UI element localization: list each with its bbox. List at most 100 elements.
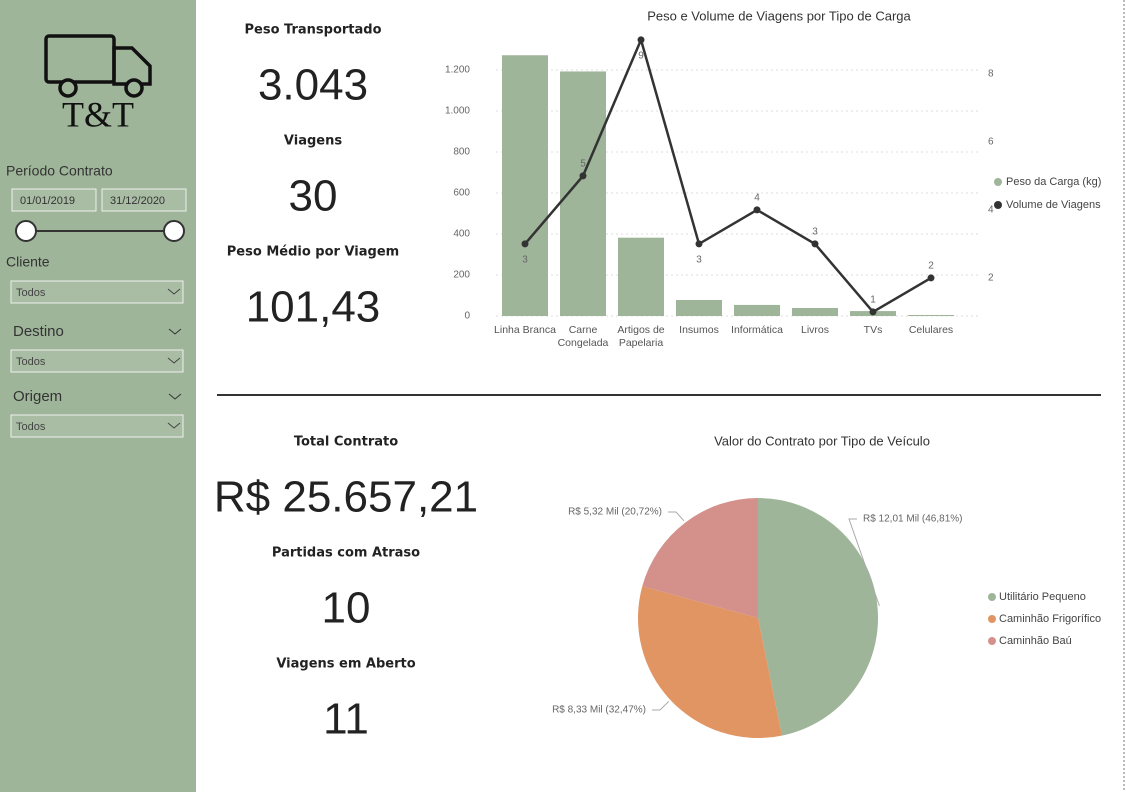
legend-marker <box>994 201 1002 209</box>
data-label: R$ 5,32 Mil (20,72%) <box>568 507 662 518</box>
x-tick-label-box: Informática <box>731 324 783 336</box>
pie-slice <box>642 498 758 618</box>
data-label: 4 <box>754 193 760 204</box>
kpi-value: 3.043 <box>258 61 368 110</box>
x-tick-label: Insumos <box>679 324 719 336</box>
x-tick-label-box: Celulares <box>909 324 953 336</box>
chart-title: Peso e Volume de Viagens por Tipo de Car… <box>647 8 911 23</box>
x-tick-label: Linha Branca <box>494 324 556 336</box>
data-label: R$ 12,01 Mil (46,81%) <box>863 514 963 525</box>
kpi-label: Viagens em Aberto <box>276 657 415 672</box>
data-label: 1 <box>870 295 876 306</box>
line-point <box>811 240 819 248</box>
legend-marker <box>988 637 996 645</box>
y-tick-label: 600 <box>453 188 470 199</box>
slider-handle[interactable] <box>163 220 185 242</box>
bar <box>734 304 780 316</box>
date-to: 31/12/2020 <box>110 195 165 207</box>
line-point <box>927 274 935 282</box>
kpi-label: Peso Transportado <box>244 23 381 38</box>
y2-tick-label: 2 <box>988 273 994 284</box>
kpi-value: R$ 25.657,21 <box>214 473 478 522</box>
y-tick-label: 400 <box>453 229 470 240</box>
line-point <box>695 240 703 248</box>
kpi-value: 10 <box>322 584 371 633</box>
bar <box>792 308 838 316</box>
y-tick-label: 800 <box>453 147 470 158</box>
kpi-label: Total Contrato <box>294 435 398 450</box>
chevron <box>167 357 181 364</box>
data-label: 5 <box>580 159 586 170</box>
pie-slice <box>638 586 782 738</box>
line-point <box>579 172 587 180</box>
dropdown[interactable] <box>10 349 184 373</box>
x-tick-label-box: Artigos de Papelaria <box>617 324 665 349</box>
dropdown-value: Todos <box>16 287 46 299</box>
period-label: Período Contrato <box>6 163 113 179</box>
logo-text: T&T <box>62 94 134 134</box>
data-label: 9 <box>638 51 644 62</box>
x-tick-label-box: Livros <box>800 324 829 336</box>
x-tick-label: Carne Congelada <box>557 324 609 349</box>
kpi-value: 30 <box>289 172 338 221</box>
legend-label: Utilitário Pequeno <box>999 591 1086 603</box>
x-tick-label: Artigos de Papelaria <box>617 324 665 349</box>
kpi-label: Partidas com Atraso <box>272 546 420 561</box>
dropdown[interactable] <box>10 414 184 438</box>
leader-line <box>848 518 880 606</box>
dropdown[interactable] <box>10 280 184 304</box>
x-tick-label-box: Insumos <box>679 324 719 336</box>
filter-label: Origem <box>13 388 62 405</box>
truck-logo <box>44 34 152 98</box>
pie-slice <box>758 498 879 736</box>
legend-marker <box>994 178 1002 186</box>
legend-marker <box>988 615 996 623</box>
y2-tick-label: 6 <box>988 137 994 148</box>
kpi-label: Viagens <box>284 134 342 149</box>
y-tick-label: 200 <box>453 270 470 281</box>
y2-tick-label: 8 <box>988 69 994 80</box>
bar <box>676 300 722 316</box>
line-point <box>753 206 761 214</box>
leader-line <box>668 511 685 522</box>
date-input[interactable] <box>11 188 97 212</box>
bar <box>908 314 954 316</box>
legend-label: Caminhão Frigorífico <box>999 613 1101 625</box>
x-tick-label: Informática <box>731 324 783 336</box>
slider-handle[interactable] <box>15 220 37 242</box>
sidebar <box>0 0 196 792</box>
y2-tick-label: 4 <box>988 205 994 216</box>
kpi-value: 11 <box>323 695 369 744</box>
data-label: 3 <box>696 255 702 266</box>
bar <box>618 237 664 316</box>
date-input[interactable] <box>101 188 187 212</box>
dropdown-value: Todos <box>16 356 46 368</box>
y-tick-label: 0 <box>464 311 470 322</box>
x-tick-label-box: Linha Branca <box>494 324 556 336</box>
date-from: 01/01/2019 <box>20 195 75 207</box>
chevron <box>168 328 182 335</box>
x-tick-label: Livros <box>800 324 829 336</box>
chevron <box>168 393 182 400</box>
line-point <box>869 308 877 316</box>
x-tick-label-box: Carne Congelada <box>557 324 609 349</box>
legend-label: Volume de Viagens <box>1006 199 1101 211</box>
line-point <box>521 240 529 248</box>
legend-marker <box>988 593 996 601</box>
bar <box>502 55 548 317</box>
data-label: R$ 8,33 Mil (32,47%) <box>552 705 646 716</box>
data-label: 2 <box>928 261 934 272</box>
leader-line <box>652 700 670 711</box>
chart-title: Valor do Contrato por Tipo de Veículo <box>714 433 930 448</box>
legend-label: Peso da Carga (kg) <box>1006 176 1101 188</box>
x-tick-label-box: TVs <box>863 324 883 336</box>
dropdown-value: Todos <box>16 421 46 433</box>
data-label: 3 <box>812 227 818 238</box>
y-tick-label: 1.200 <box>445 65 470 76</box>
x-tick-label: TVs <box>863 324 883 336</box>
data-label: 3 <box>522 255 528 266</box>
kpi-value: 101,43 <box>246 283 381 332</box>
y-tick-label: 1.000 <box>445 106 470 117</box>
line-series <box>524 36 932 314</box>
